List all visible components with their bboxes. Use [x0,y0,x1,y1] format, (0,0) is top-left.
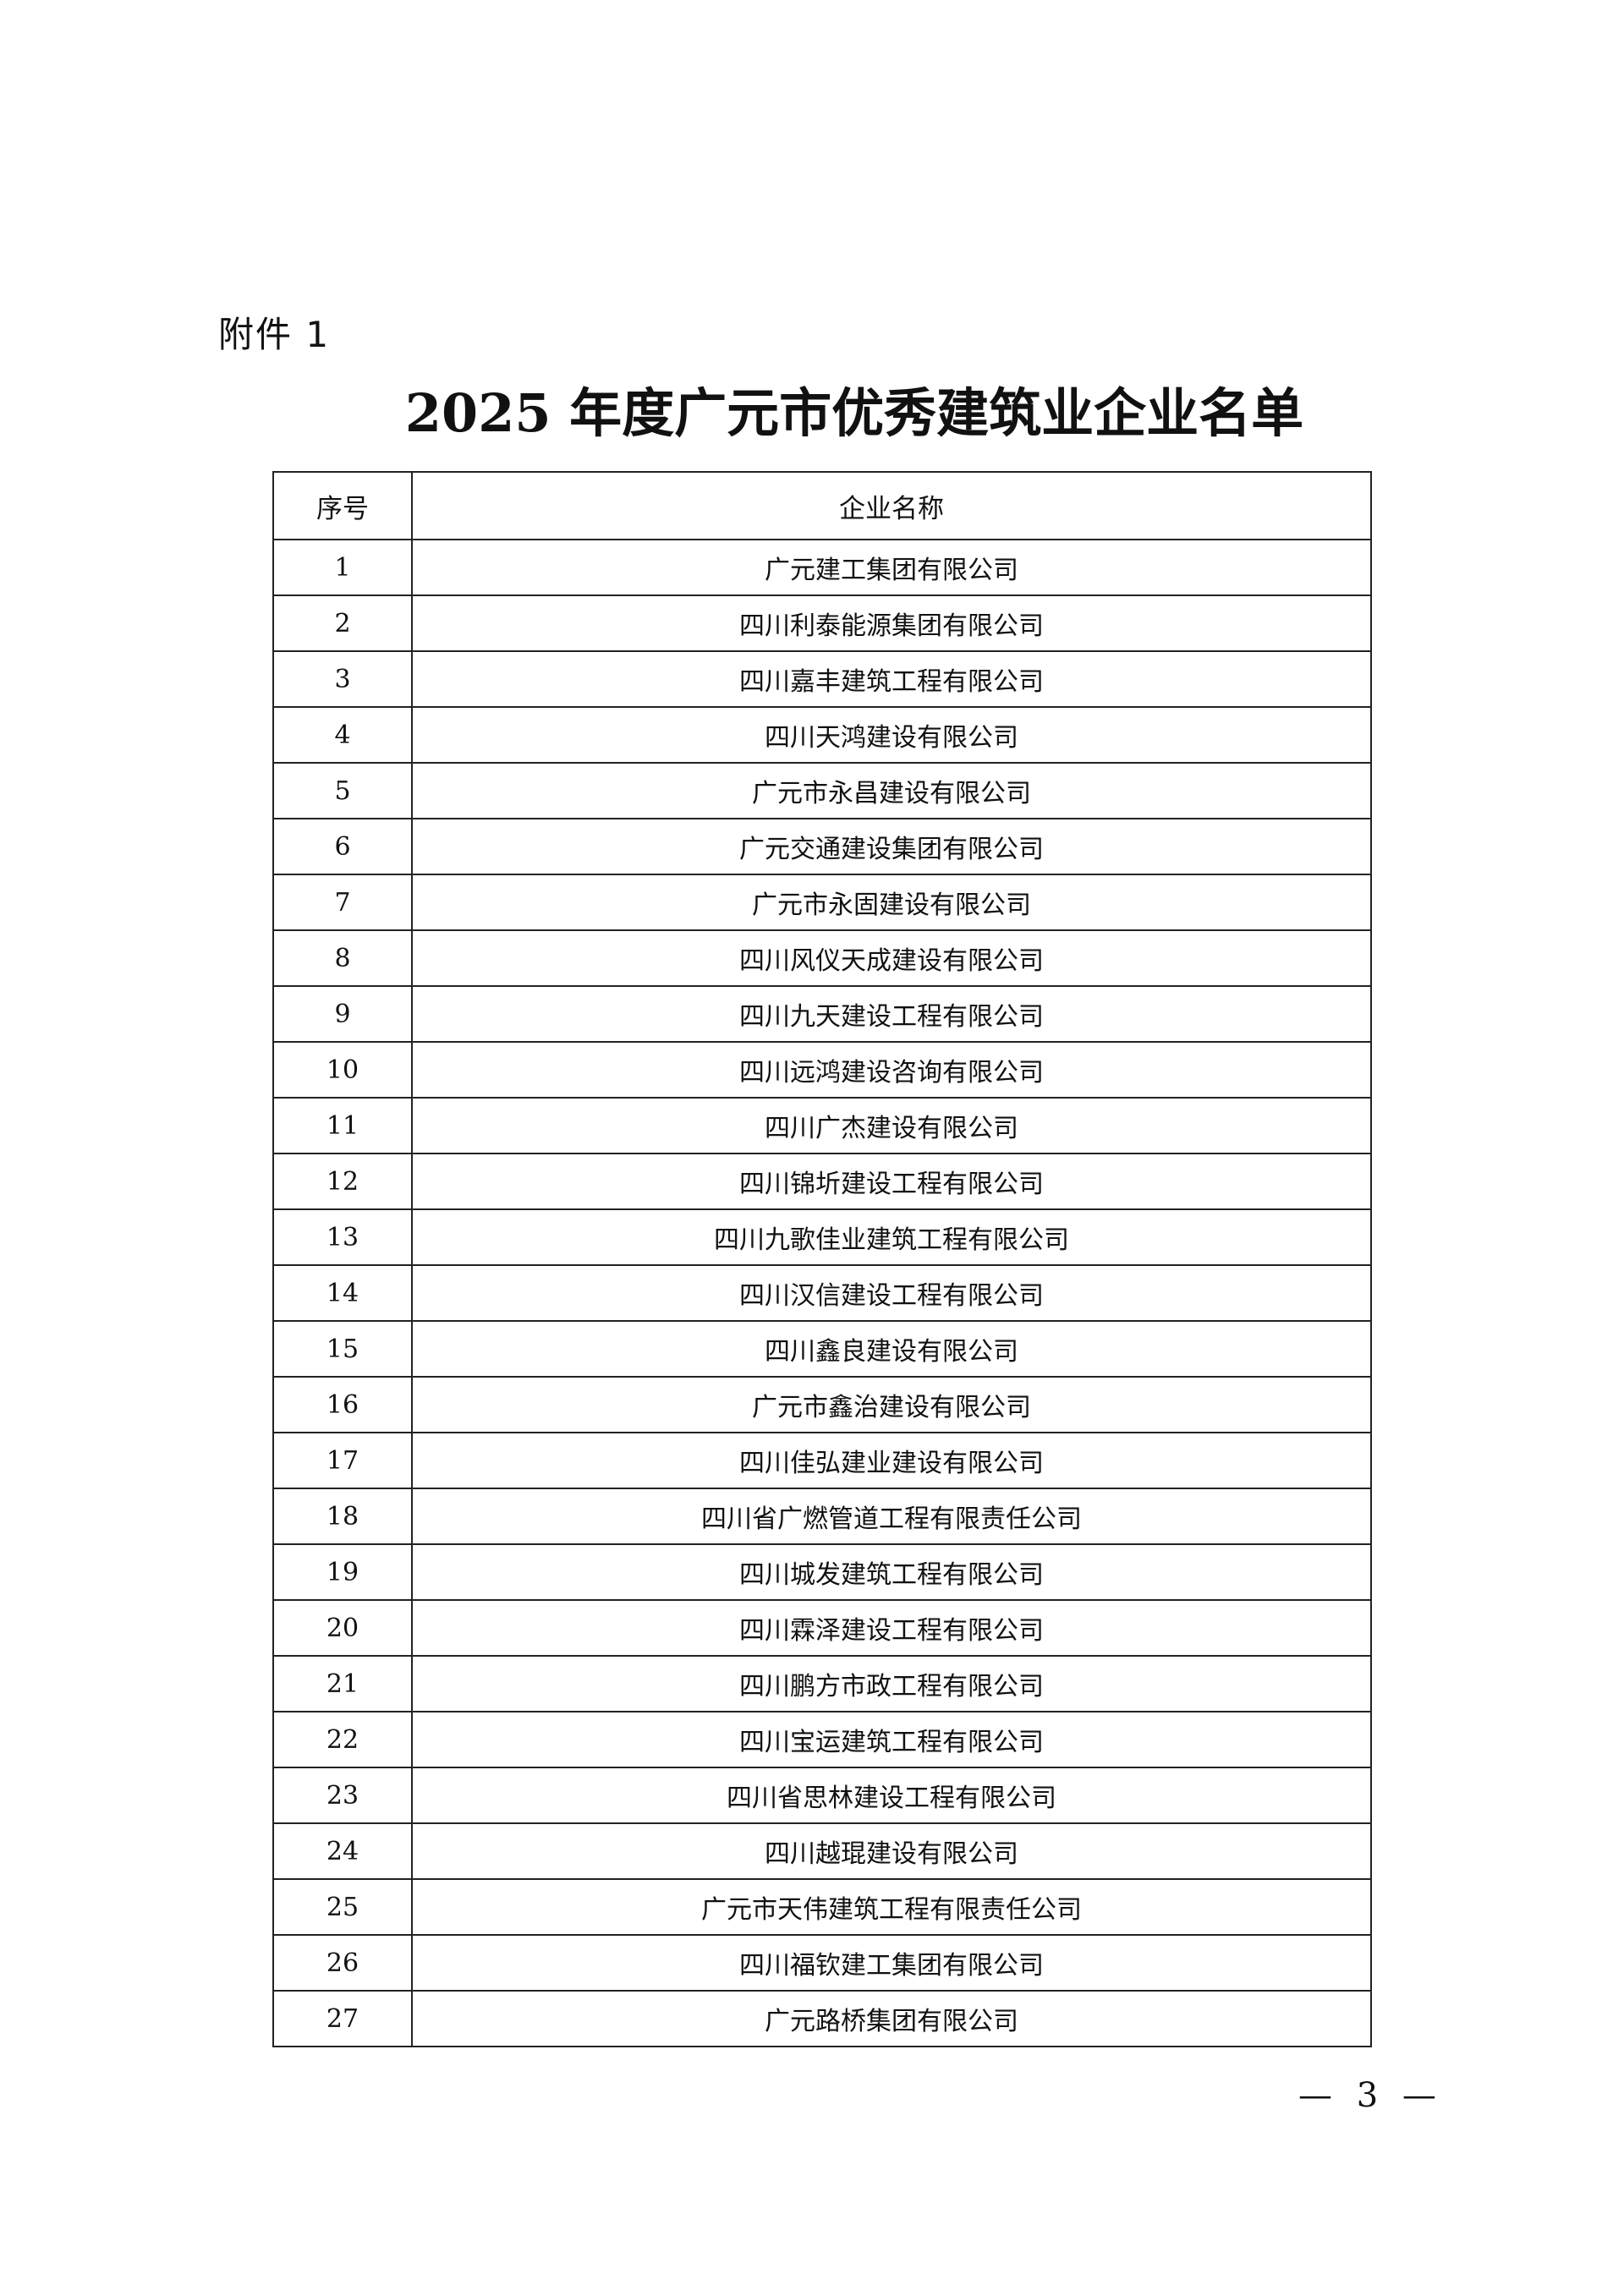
serial-number-cell: 11 [272,1097,413,1154]
serial-number-cell: 19 [272,1543,413,1601]
serial-number-cell: 27 [272,1990,413,2047]
enterprise-name-cell: 四川嘉丰建筑工程有限公司 [411,650,1372,708]
serial-number-cell: 4 [272,706,413,764]
table-row: 5 广元市永昌建设有限公司 [272,762,1372,819]
serial-number-cell: 20 [272,1599,413,1657]
table-row: 16 广元市鑫治建设有限公司 [272,1376,1372,1433]
enterprise-name-cell: 四川鹏方市政工程有限公司 [411,1655,1372,1712]
enterprise-name-cell: 四川省思林建设工程有限公司 [411,1767,1372,1824]
serial-number-cell: 24 [272,1822,413,1880]
attachment-label: 附件 1 [218,314,331,355]
enterprise-name-cell: 广元建工集团有限公司 [411,539,1372,596]
enterprise-name-cell: 四川利泰能源集团有限公司 [411,595,1372,652]
enterprise-name-cell: 广元路桥集团有限公司 [411,1990,1372,2047]
serial-number-cell: 12 [272,1153,413,1210]
serial-number-cell: 22 [272,1711,413,1768]
table-row: 11 四川广杰建设有限公司 [272,1097,1372,1154]
enterprise-name-cell: 四川远鸿建设咨询有限公司 [411,1041,1372,1099]
enterprise-name-cell: 广元交通建设集团有限公司 [411,818,1372,875]
table-row: 8 四川风仪天成建设有限公司 [272,929,1372,987]
table-row: 4 四川天鸿建设有限公司 [272,706,1372,764]
serial-number-cell: 9 [272,985,413,1043]
enterprise-name-cell: 四川福钦建工集团有限公司 [411,1934,1372,1992]
serial-number-cell: 26 [272,1934,413,1992]
serial-number-cell: 14 [272,1264,413,1322]
table-row: 18 四川省广燃管道工程有限责任公司 [272,1488,1372,1545]
serial-number-cell: 10 [272,1041,413,1099]
serial-number-cell: 5 [272,762,413,819]
serial-number-cell: 2 [272,595,413,652]
enterprise-name-cell: 四川锦圻建设工程有限公司 [411,1153,1372,1210]
table-header-row: 序号 企业名称 [272,471,1372,540]
serial-number-cell: 8 [272,929,413,987]
table-row: 12 四川锦圻建设工程有限公司 [272,1153,1372,1210]
header-enterprise-name: 企业名称 [411,471,1372,540]
table-row: 19 四川城发建筑工程有限公司 [272,1543,1372,1601]
table-row: 1 广元建工集团有限公司 [272,539,1372,596]
serial-number-cell: 18 [272,1488,413,1545]
enterprise-name-cell: 四川宝运建筑工程有限公司 [411,1711,1372,1768]
header-serial-number: 序号 [272,471,413,540]
enterprise-name-cell: 四川九天建设工程有限公司 [411,985,1372,1043]
table-row: 6 广元交通建设集团有限公司 [272,818,1372,875]
table-row: 15 四川鑫良建设有限公司 [272,1320,1372,1378]
table-row: 22 四川宝运建筑工程有限公司 [272,1711,1372,1768]
serial-number-cell: 17 [272,1432,413,1489]
table-row: 24 四川越琨建设有限公司 [272,1822,1372,1880]
enterprise-name-cell: 四川越琨建设有限公司 [411,1822,1372,1880]
document-title: 2025 年度广元市优秀建筑业企业名单 [404,382,1304,444]
table-row: 26 四川福钦建工集团有限公司 [272,1934,1372,1992]
table-row: 3 四川嘉丰建筑工程有限公司 [272,650,1372,708]
enterprise-name-cell: 四川汉信建设工程有限公司 [411,1264,1372,1322]
enterprise-name-cell: 四川霖泽建设工程有限公司 [411,1599,1372,1657]
serial-number-cell: 23 [272,1767,413,1824]
table-row: 20 四川霖泽建设工程有限公司 [272,1599,1372,1657]
serial-number-cell: 13 [272,1208,413,1266]
enterprise-name-cell: 四川九歌佳业建筑工程有限公司 [411,1208,1372,1266]
table-row: 25 广元市天伟建筑工程有限责任公司 [272,1878,1372,1936]
enterprise-name-cell: 四川省广燃管道工程有限责任公司 [411,1488,1372,1545]
serial-number-cell: 25 [272,1878,413,1936]
enterprise-name-cell: 四川鑫良建设有限公司 [411,1320,1372,1378]
enterprise-name-cell: 四川广杰建设有限公司 [411,1097,1372,1154]
enterprise-name-cell: 四川城发建筑工程有限公司 [411,1543,1372,1601]
serial-number-cell: 16 [272,1376,413,1433]
table-row: 13 四川九歌佳业建筑工程有限公司 [272,1208,1372,1266]
enterprise-name-cell: 四川风仪天成建设有限公司 [411,929,1372,987]
serial-number-cell: 6 [272,818,413,875]
table-row: 21 四川鹏方市政工程有限公司 [272,1655,1372,1712]
table-row: 9 四川九天建设工程有限公司 [272,985,1372,1043]
table-row: 7 广元市永固建设有限公司 [272,874,1372,931]
page-number: — 3 — [1298,2076,1443,2115]
serial-number-cell: 3 [272,650,413,708]
table-row: 23 四川省思林建设工程有限公司 [272,1767,1372,1824]
table-row: 10 四川远鸿建设咨询有限公司 [272,1041,1372,1099]
enterprise-name-cell: 四川天鸿建设有限公司 [411,706,1372,764]
serial-number-cell: 21 [272,1655,413,1712]
enterprise-name-cell: 四川佳弘建业建设有限公司 [411,1432,1372,1489]
table-row: 17 四川佳弘建业建设有限公司 [272,1432,1372,1489]
enterprise-name-cell: 广元市天伟建筑工程有限责任公司 [411,1878,1372,1936]
enterprise-name-cell: 广元市鑫治建设有限公司 [411,1376,1372,1433]
table-row: 14 四川汉信建设工程有限公司 [272,1264,1372,1322]
enterprise-table: 序号 企业名称 1 广元建工集团有限公司 2 四川利泰能源集团有限公司 3 四川嘉丰建筑工… [272,471,1372,2047]
enterprise-name-cell: 广元市永固建设有限公司 [411,874,1372,931]
serial-number-cell: 7 [272,874,413,931]
table-row: 2 四川利泰能源集团有限公司 [272,595,1372,652]
serial-number-cell: 15 [272,1320,413,1378]
table-row: 27 广元路桥集团有限公司 [272,1990,1372,2047]
serial-number-cell: 1 [272,539,413,596]
enterprise-name-cell: 广元市永昌建设有限公司 [411,762,1372,819]
